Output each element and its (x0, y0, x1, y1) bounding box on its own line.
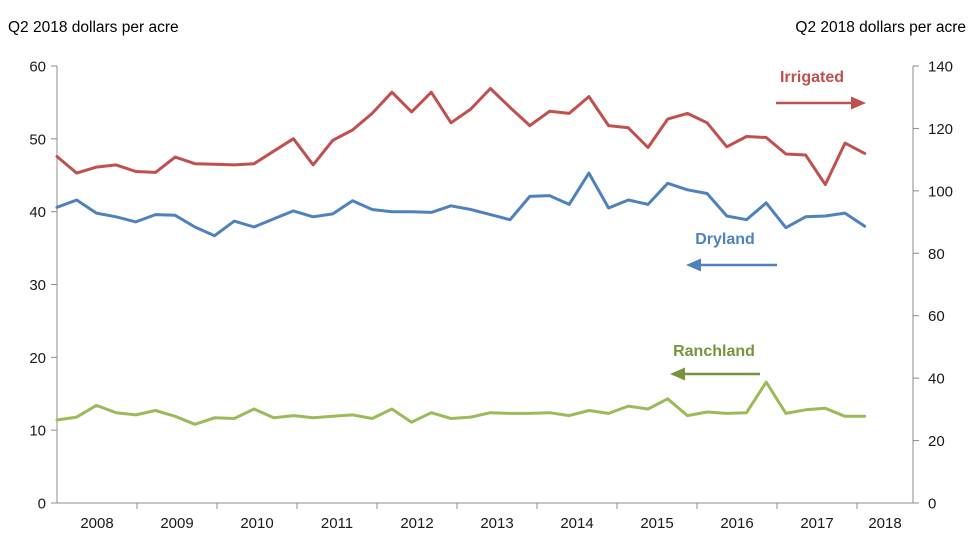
right-axis-tick-label: 40 (928, 371, 945, 388)
left-axis-tick-label: 20 (29, 350, 46, 367)
dryland-series-label: Dryland (695, 231, 755, 248)
x-axis-tick-label: 2010 (240, 515, 273, 532)
dryland-series-line (55, 171, 867, 238)
x-axis-tick-label: 2009 (160, 515, 193, 532)
left-axis-tick-label: 60 (29, 59, 46, 76)
dryland-left-arrow-icon (686, 258, 777, 272)
left-axis-tick-label: 0 (38, 496, 46, 513)
left-axis-tick-label: 30 (29, 277, 46, 294)
x-axis-tick-label: 2013 (480, 515, 513, 532)
left-axis-tick-label: 10 (29, 423, 46, 440)
x-axis-tick-label: 2017 (800, 515, 833, 532)
axis-ticks: 0 10 20 30 40 50 60 0 20 40 60 80 100 120 140 2008 2009 2… (29, 59, 953, 533)
right-axis-tick-label: 60 (928, 308, 945, 325)
right-axis-tick-label: 140 (928, 59, 953, 76)
right-axis-tick-label: 100 (928, 183, 953, 200)
x-axis-tick-label: 2012 (400, 515, 433, 532)
x-axis-tick-label: 2014 (560, 515, 593, 532)
left-axis-tick-label: 40 (29, 204, 46, 221)
irrigated-series-line (55, 87, 867, 187)
ranchland-series-label: Ranchland (673, 343, 755, 360)
right-axis-tick-label: 120 (928, 121, 953, 138)
ranchland-series-line (55, 380, 867, 426)
irrigated-right-arrow-icon (776, 96, 866, 110)
right-axis-tick-label: 20 (928, 433, 945, 450)
left-axis-title: Q2 2018 dollars per acre (8, 19, 179, 36)
ranchland-left-arrow-icon (670, 367, 760, 381)
x-axis-tick-label: 2016 (720, 515, 753, 532)
right-axis-tick-label: 0 (928, 496, 936, 513)
x-axis-tick-label: 2011 (321, 515, 353, 532)
x-axis-tick-label: 2015 (640, 515, 673, 532)
irrigated-series-label: Irrigated (780, 69, 844, 86)
left-axis-tick-label: 50 (29, 131, 46, 148)
x-axis-tick-label: 2008 (80, 515, 113, 532)
right-axis-tick-label: 80 (928, 246, 945, 263)
right-axis-title: Q2 2018 dollars per acre (795, 19, 966, 36)
x-axis-tick-label: 2018 (868, 515, 901, 532)
